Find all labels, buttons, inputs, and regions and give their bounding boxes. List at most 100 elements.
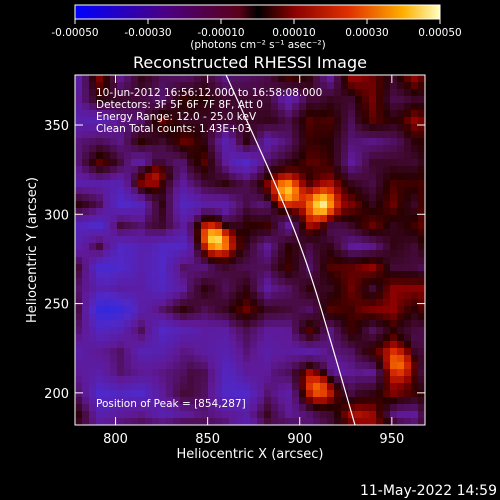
heatmap-cell (411, 208, 419, 216)
heatmap-cell (215, 96, 223, 104)
heatmap-cell (348, 82, 356, 90)
heatmap-cell (75, 166, 83, 174)
heatmap-cell (222, 341, 230, 349)
heatmap-cell (222, 159, 230, 167)
heatmap-cell (404, 264, 412, 272)
heatmap-cell (145, 292, 153, 300)
heatmap-cell (341, 390, 349, 398)
heatmap-cell (306, 292, 314, 300)
heatmap-cell (404, 236, 412, 244)
heatmap-cell (82, 362, 90, 370)
heatmap-cell (124, 131, 132, 139)
heatmap-cell (355, 152, 363, 160)
heatmap-cell (145, 145, 153, 153)
colorbar-tick-label: -0.00010 (197, 27, 244, 39)
heatmap-cell (334, 215, 342, 223)
heatmap-cell (376, 355, 384, 363)
heatmap-cell (299, 306, 307, 314)
heatmap-cell (187, 110, 195, 118)
heatmap-cell (215, 138, 223, 146)
heatmap-cell (271, 327, 279, 335)
heatmap-cell (110, 82, 118, 90)
heatmap-cell (166, 138, 174, 146)
heatmap-cell (362, 327, 370, 335)
heatmap-cell (117, 215, 125, 223)
heatmap-cell (138, 138, 146, 146)
heatmap-cell (152, 334, 160, 342)
heatmap-cell (96, 348, 104, 356)
heatmap-cell (236, 110, 244, 118)
heatmap-cell (299, 222, 307, 230)
heatmap-cell (348, 390, 356, 398)
heatmap-cell (96, 201, 104, 209)
heatmap-cell (110, 201, 118, 209)
heatmap-cell (110, 278, 118, 286)
heatmap-cell (390, 173, 398, 181)
heatmap-cell (341, 362, 349, 370)
heatmap-cell (418, 418, 425, 425)
heatmap-cell (103, 159, 111, 167)
heatmap-cell (124, 124, 132, 132)
heatmap-cell (131, 229, 139, 237)
heatmap-cell (404, 355, 412, 363)
heatmap-cell (117, 75, 125, 83)
heatmap-cell (180, 145, 188, 153)
heatmap-cell (187, 257, 195, 265)
heatmap-cell (264, 131, 272, 139)
heatmap-cell (215, 131, 223, 139)
heatmap-cell (75, 320, 83, 328)
heatmap-cell (222, 180, 230, 188)
heatmap-cell (187, 383, 195, 391)
heatmap-cell (75, 292, 83, 300)
heatmap-cell (355, 159, 363, 167)
heatmap-cell (376, 243, 384, 251)
heatmap-cell (124, 229, 132, 237)
heatmap-cell (166, 173, 174, 181)
heatmap-cell (348, 110, 356, 118)
heatmap-cell (215, 341, 223, 349)
heatmap-cell (82, 348, 90, 356)
heatmap-cell (131, 411, 139, 419)
heatmap-cell (96, 166, 104, 174)
heatmap-cell (334, 243, 342, 251)
heatmap-cell (110, 215, 118, 223)
heatmap-cell (320, 278, 328, 286)
heatmap-cell (397, 194, 405, 202)
heatmap-cell (341, 117, 349, 125)
heatmap-cell (299, 404, 307, 412)
heatmap-cell (117, 222, 125, 230)
heatmap-cell (201, 397, 209, 405)
heatmap-cell (180, 152, 188, 160)
heatmap-cell (173, 355, 181, 363)
heatmap-cell (327, 285, 335, 293)
heatmap-cell (376, 124, 384, 132)
heatmap-cell (320, 411, 328, 419)
heatmap-cell (89, 159, 97, 167)
heatmap-cell (383, 418, 391, 425)
heatmap-cell (271, 173, 279, 181)
heatmap-cell (208, 159, 216, 167)
heatmap-cell (355, 397, 363, 405)
heatmap-cell (110, 341, 118, 349)
heatmap-cell (390, 103, 398, 111)
heatmap-cell (376, 411, 384, 419)
heatmap-cell (327, 145, 335, 153)
heatmap-cell (292, 208, 300, 216)
heatmap-cell (187, 390, 195, 398)
heatmap-cell (362, 397, 370, 405)
heatmap-cell (334, 75, 342, 83)
heatmap-cell (327, 89, 335, 97)
heatmap-cell (299, 117, 307, 125)
heatmap-cell (250, 390, 258, 398)
heatmap-cell (131, 117, 139, 125)
heatmap-cell (103, 327, 111, 335)
heatmap-cell (327, 257, 335, 265)
heatmap-cell (418, 110, 425, 118)
heatmap-cell (250, 187, 258, 195)
heatmap-cell (89, 110, 97, 118)
heatmap-cell (390, 117, 398, 125)
heatmap-cell (285, 180, 293, 188)
heatmap-cell (278, 82, 286, 90)
heatmap-cell (348, 138, 356, 146)
